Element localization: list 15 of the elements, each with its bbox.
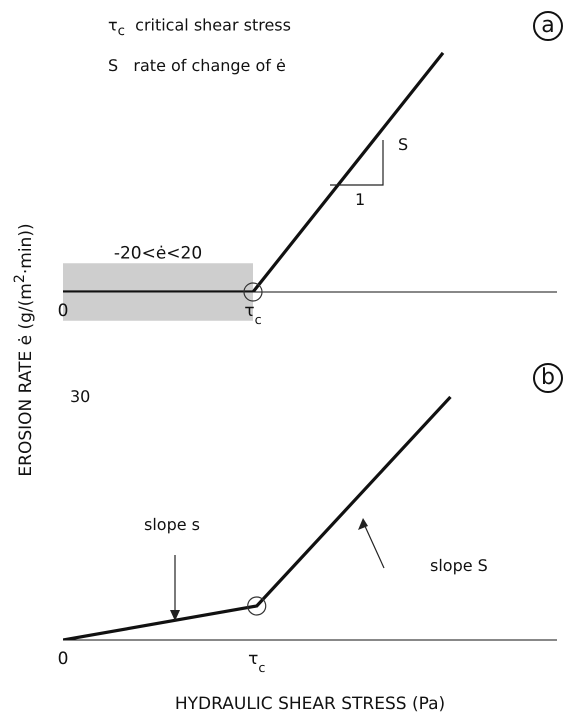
text: τ$_{c}$ critical shear stress <box>108 16 291 39</box>
text: b <box>533 363 563 393</box>
annotation: 1 <box>355 190 366 209</box>
annotation: slope S <box>430 556 488 575</box>
x-tick-label: τ$_{c}$ <box>244 301 262 328</box>
band-label: -20<ė<20 <box>114 243 202 264</box>
annotation: S rate of change of ė <box>108 56 286 75</box>
x-tick-label: τ$_{c}$ <box>248 649 266 676</box>
annotation: 30 <box>70 387 90 406</box>
annotation: S <box>398 135 408 154</box>
text: a <box>533 11 563 41</box>
x-axis-title: HYDRAULIC SHEAR STRESS (Pa) <box>174 694 446 713</box>
x-tick-label: 0 <box>58 649 68 669</box>
annotation: slope s <box>144 515 200 534</box>
x-tick-label: 0 <box>58 301 68 321</box>
